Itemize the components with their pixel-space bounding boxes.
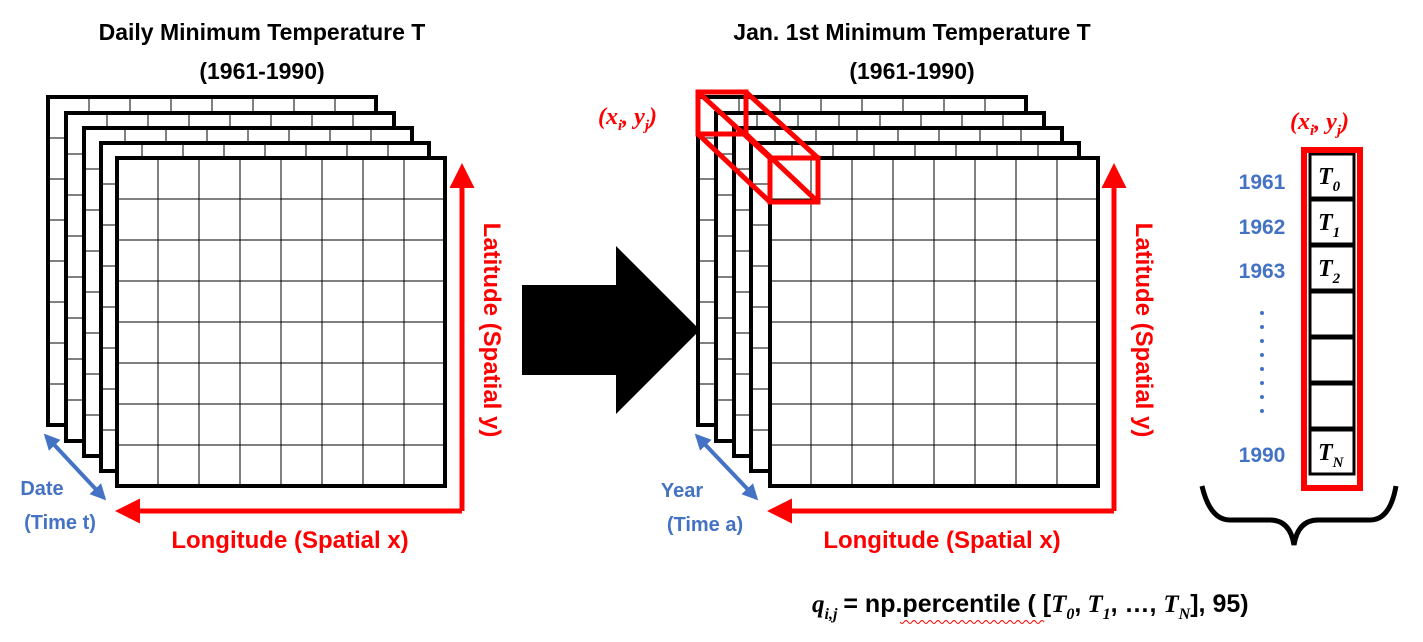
right-time-label-line2: (Time a) [667,514,743,536]
left-grid-stack [46,95,447,488]
formula-lhs: q [812,591,825,618]
right-panel: Jan. 1st Minimum Temperature T (1961-199… [598,19,1157,554]
left-time-arrow [43,433,107,501]
transform-arrow [522,246,700,414]
year-ellipsis [1260,311,1264,413]
column-cell [1308,382,1356,430]
column-highlight [1301,147,1363,491]
column-cell: T1 [1308,198,1356,246]
svg-text:TN: TN [1318,440,1345,471]
right-cell-label: (xi, yj) [598,104,657,134]
column-cell [1308,336,1356,384]
column-cell: T2 [1308,244,1356,292]
left-title-line1: Daily Minimum Temperature T [99,19,426,45]
right-title-line1: Jan. 1st Minimum Temperature T [733,19,1090,45]
right-time-arrow [694,433,759,501]
left-time-label-line1: Date [20,478,63,500]
column-cell: TN [1308,428,1356,476]
year-label-1962: 1962 [1239,216,1286,239]
time-series-column: (xi, yj) T0 T1 T2 TN 1961 1962 1963 1990 [1199,109,1399,546]
left-grid-layer-5 [115,156,447,488]
percentile-formula: qi,j = np.percentile ( [T0, T1, …, TN], 95… [812,590,1249,623]
left-y-axis-label: Latitude (Spatial y) [478,223,505,438]
spellcheck-underline [899,620,1045,624]
left-panel: Daily Minimum Temperature T (1961-1990) … [20,19,505,554]
year-label-1961: 1961 [1239,171,1286,194]
selected-cell-prism [695,89,821,205]
svg-text:T1: T1 [1318,210,1340,241]
left-title-line2: (1961-1990) [199,58,324,84]
column-cells: T0 T1 T2 TN [1308,152,1356,476]
right-grid-layer-5 [768,156,1100,488]
column-cell: T0 [1308,152,1356,200]
column-brace [1199,485,1399,546]
svg-text:T0: T0 [1318,164,1341,195]
left-x-axis-label: Longitude (Spatial x) [171,527,408,554]
right-time-label-line1: Year [661,480,703,502]
column-cell [1308,290,1356,338]
year-label-1990: 1990 [1239,444,1286,467]
svg-text:T2: T2 [1318,256,1341,287]
right-grid-stack [696,95,1100,488]
right-y-axis-label: Latitude (Spatial y) [1130,223,1157,438]
left-time-label-line2: (Time t) [24,512,96,534]
year-label-1963: 1963 [1239,260,1286,283]
column-header: (xi, yj) [1290,109,1349,139]
right-x-axis-label: Longitude (Spatial x) [823,527,1060,554]
right-title-line2: (1961-1990) [849,58,974,84]
